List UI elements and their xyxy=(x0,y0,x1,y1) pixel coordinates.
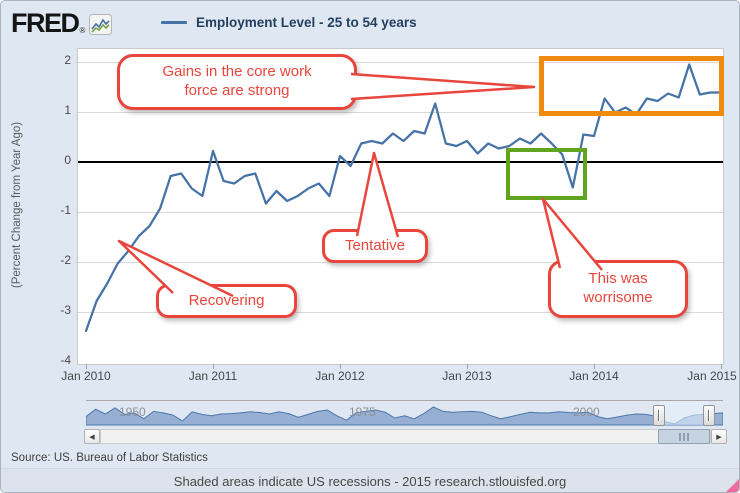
callout-gains-text: Gains in the core work force are strong xyxy=(162,63,312,99)
fred-logo[interactable]: FRED ® xyxy=(11,8,113,39)
x-tick-mark xyxy=(339,364,341,369)
y-axis-title: (Percent Change from Year Ago) xyxy=(11,121,23,289)
callout-worrisome: This was worrisome xyxy=(548,260,688,318)
callout-tentative-text: Tentative xyxy=(344,236,406,254)
x-tick-mark xyxy=(466,364,468,369)
range-handle-right[interactable] xyxy=(703,405,715,426)
y-tick-label: -4 xyxy=(60,353,71,367)
scrollbar-thumb[interactable] xyxy=(658,429,710,444)
callout-gains: Gains in the core work force are strong xyxy=(117,54,357,110)
mini-year-label-1950: 1950 xyxy=(119,405,146,419)
source-attribution: Source: US. Bureau of Labor Statistics xyxy=(11,452,208,464)
scrollbar-left-arrow-icon[interactable]: ◀ xyxy=(84,429,100,444)
x-tick-mark xyxy=(720,364,722,369)
legend-line-swatch xyxy=(161,21,187,24)
x-tick-mark xyxy=(86,364,87,369)
strong-gains-highlight-box xyxy=(539,56,724,116)
legend-label: Employment Level - 25 to 54 years xyxy=(196,15,417,30)
footer-strip: Shaded areas indicate US recessions - 20… xyxy=(1,468,739,492)
recessions-note: Shaded areas indicate US recessions - 20… xyxy=(173,474,567,489)
mini-area-series xyxy=(86,406,723,426)
y-tick-label: 2 xyxy=(64,53,71,67)
mini-year-label-2000: 2000 xyxy=(573,405,600,419)
x-tick-mark xyxy=(212,364,214,369)
x-tick-label: Jan 2015 xyxy=(687,369,737,383)
x-tick-label: Jan 2010 xyxy=(61,369,111,383)
x-tick-label: Jan 2014 xyxy=(569,369,619,383)
y-tick-label: -2 xyxy=(60,253,71,267)
callout-worrisome-text: This was worrisome xyxy=(583,270,653,306)
callout-tentative: Tentative xyxy=(322,229,428,263)
scrollbar-grip-icon xyxy=(679,433,689,441)
registered-mark: ® xyxy=(79,26,86,35)
x-tick-mark xyxy=(593,364,595,369)
zero-line xyxy=(78,161,723,163)
range-handle-left[interactable] xyxy=(653,405,665,426)
right-arrow-glyph: ▶ xyxy=(716,433,722,441)
x-tick-label: Jan 2011 xyxy=(188,369,238,383)
y-tick-label: -1 xyxy=(60,203,71,217)
y-tick-label: -3 xyxy=(60,303,71,317)
mini-year-label-1975: 1975 xyxy=(349,405,376,419)
left-arrow-glyph: ◀ xyxy=(89,433,95,441)
range-selector-top-rule xyxy=(86,400,723,401)
callout-recovering-text: Recovering xyxy=(188,291,265,309)
x-tick-label: Jan 2012 xyxy=(315,369,365,383)
range-selector-mini-chart[interactable] xyxy=(86,400,723,426)
fred-logo-text: FRED xyxy=(11,8,80,38)
callout-recovering: Recovering xyxy=(156,284,297,318)
worrisome-dip-highlight-box xyxy=(506,148,587,200)
scrollbar-right-arrow-icon[interactable]: ▶ xyxy=(711,429,727,444)
gridline xyxy=(78,62,723,63)
gridline xyxy=(78,212,723,213)
x-tick-label: Jan 2013 xyxy=(442,369,492,383)
scrollbar-track[interactable] xyxy=(100,429,711,444)
selected-range-highlight xyxy=(659,401,709,425)
y-tick-label: 0 xyxy=(64,153,71,167)
y-tick-label: 1 xyxy=(64,103,71,117)
fred-logo-chart-icon xyxy=(89,14,113,35)
series-legend: Employment Level - 25 to 54 years xyxy=(161,15,417,30)
resize-grip-icon[interactable] xyxy=(726,479,739,492)
